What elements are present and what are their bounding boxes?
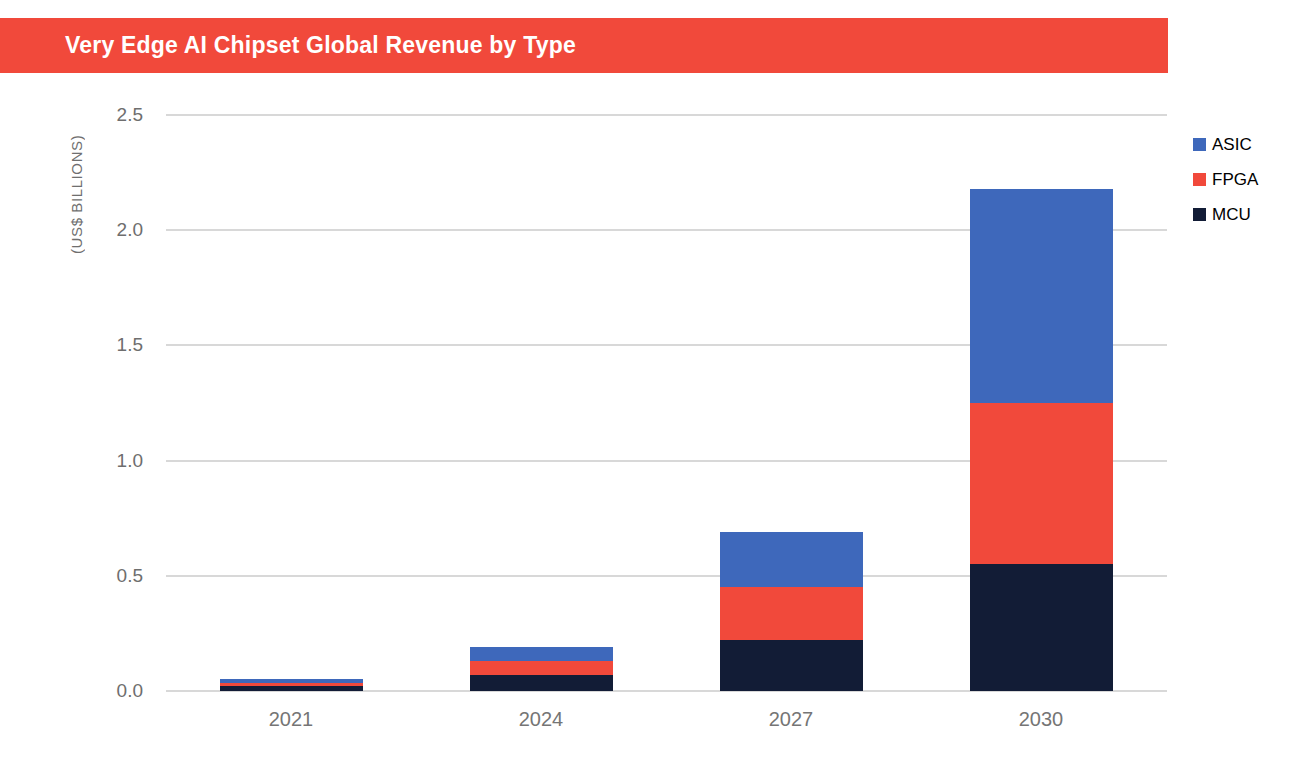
y-tick-label-1.5: 1.5 — [83, 335, 143, 354]
legend: ASIC FPGA MCU — [1193, 134, 1258, 239]
bar-segment-2027-asic[interactable] — [720, 532, 863, 587]
x-tick-label-2021: 2021 — [211, 708, 371, 731]
y-tick-label-0.0: 0.0 — [83, 681, 143, 700]
y-tick-label-1.0: 1.0 — [83, 451, 143, 470]
legend-label-asic: ASIC — [1212, 136, 1252, 153]
bar-segment-2030-mcu[interactable] — [970, 564, 1113, 691]
legend-item-asic[interactable]: ASIC — [1193, 134, 1258, 155]
bar-segment-2024-mcu[interactable] — [470, 675, 613, 691]
x-tick-label-2027: 2027 — [711, 708, 871, 731]
x-tick-label-2030: 2030 — [961, 708, 1121, 731]
bar-segment-2030-asic[interactable] — [970, 189, 1113, 403]
bar-segment-2021-mcu[interactable] — [220, 686, 363, 691]
bar-segment-2024-fpga[interactable] — [470, 661, 613, 675]
y-tick-label-2.0: 2.0 — [83, 220, 143, 239]
y-tick-label-0.5: 0.5 — [83, 566, 143, 585]
bar-segment-2030-fpga[interactable] — [970, 403, 1113, 564]
y-tick-label-2.5: 2.5 — [83, 105, 143, 124]
bar-segment-2021-fpga[interactable] — [220, 683, 363, 686]
legend-swatch-fpga-icon — [1193, 173, 1206, 186]
gridline-y-2.5 — [166, 114, 1167, 116]
legend-label-fpga: FPGA — [1212, 171, 1258, 188]
legend-swatch-mcu-icon — [1193, 208, 1206, 221]
bar-segment-2027-mcu[interactable] — [720, 640, 863, 691]
legend-swatch-asic-icon — [1193, 138, 1206, 151]
header-banner: Very Edge AI Chipset Global Revenue by T… — [0, 18, 1168, 73]
legend-label-mcu: MCU — [1212, 206, 1251, 223]
chart-page: Very Edge AI Chipset Global Revenue by T… — [0, 0, 1300, 776]
bar-segment-2021-asic[interactable] — [220, 679, 363, 682]
x-tick-label-2024: 2024 — [461, 708, 621, 731]
legend-item-fpga[interactable]: FPGA — [1193, 169, 1258, 190]
y-axis-title: (US$ BILLIONS) — [68, 98, 85, 290]
page-title: Very Edge AI Chipset Global Revenue by T… — [0, 32, 576, 59]
bar-segment-2024-asic[interactable] — [470, 647, 613, 661]
bar-segment-2027-fpga[interactable] — [720, 587, 863, 640]
legend-item-mcu[interactable]: MCU — [1193, 204, 1258, 225]
